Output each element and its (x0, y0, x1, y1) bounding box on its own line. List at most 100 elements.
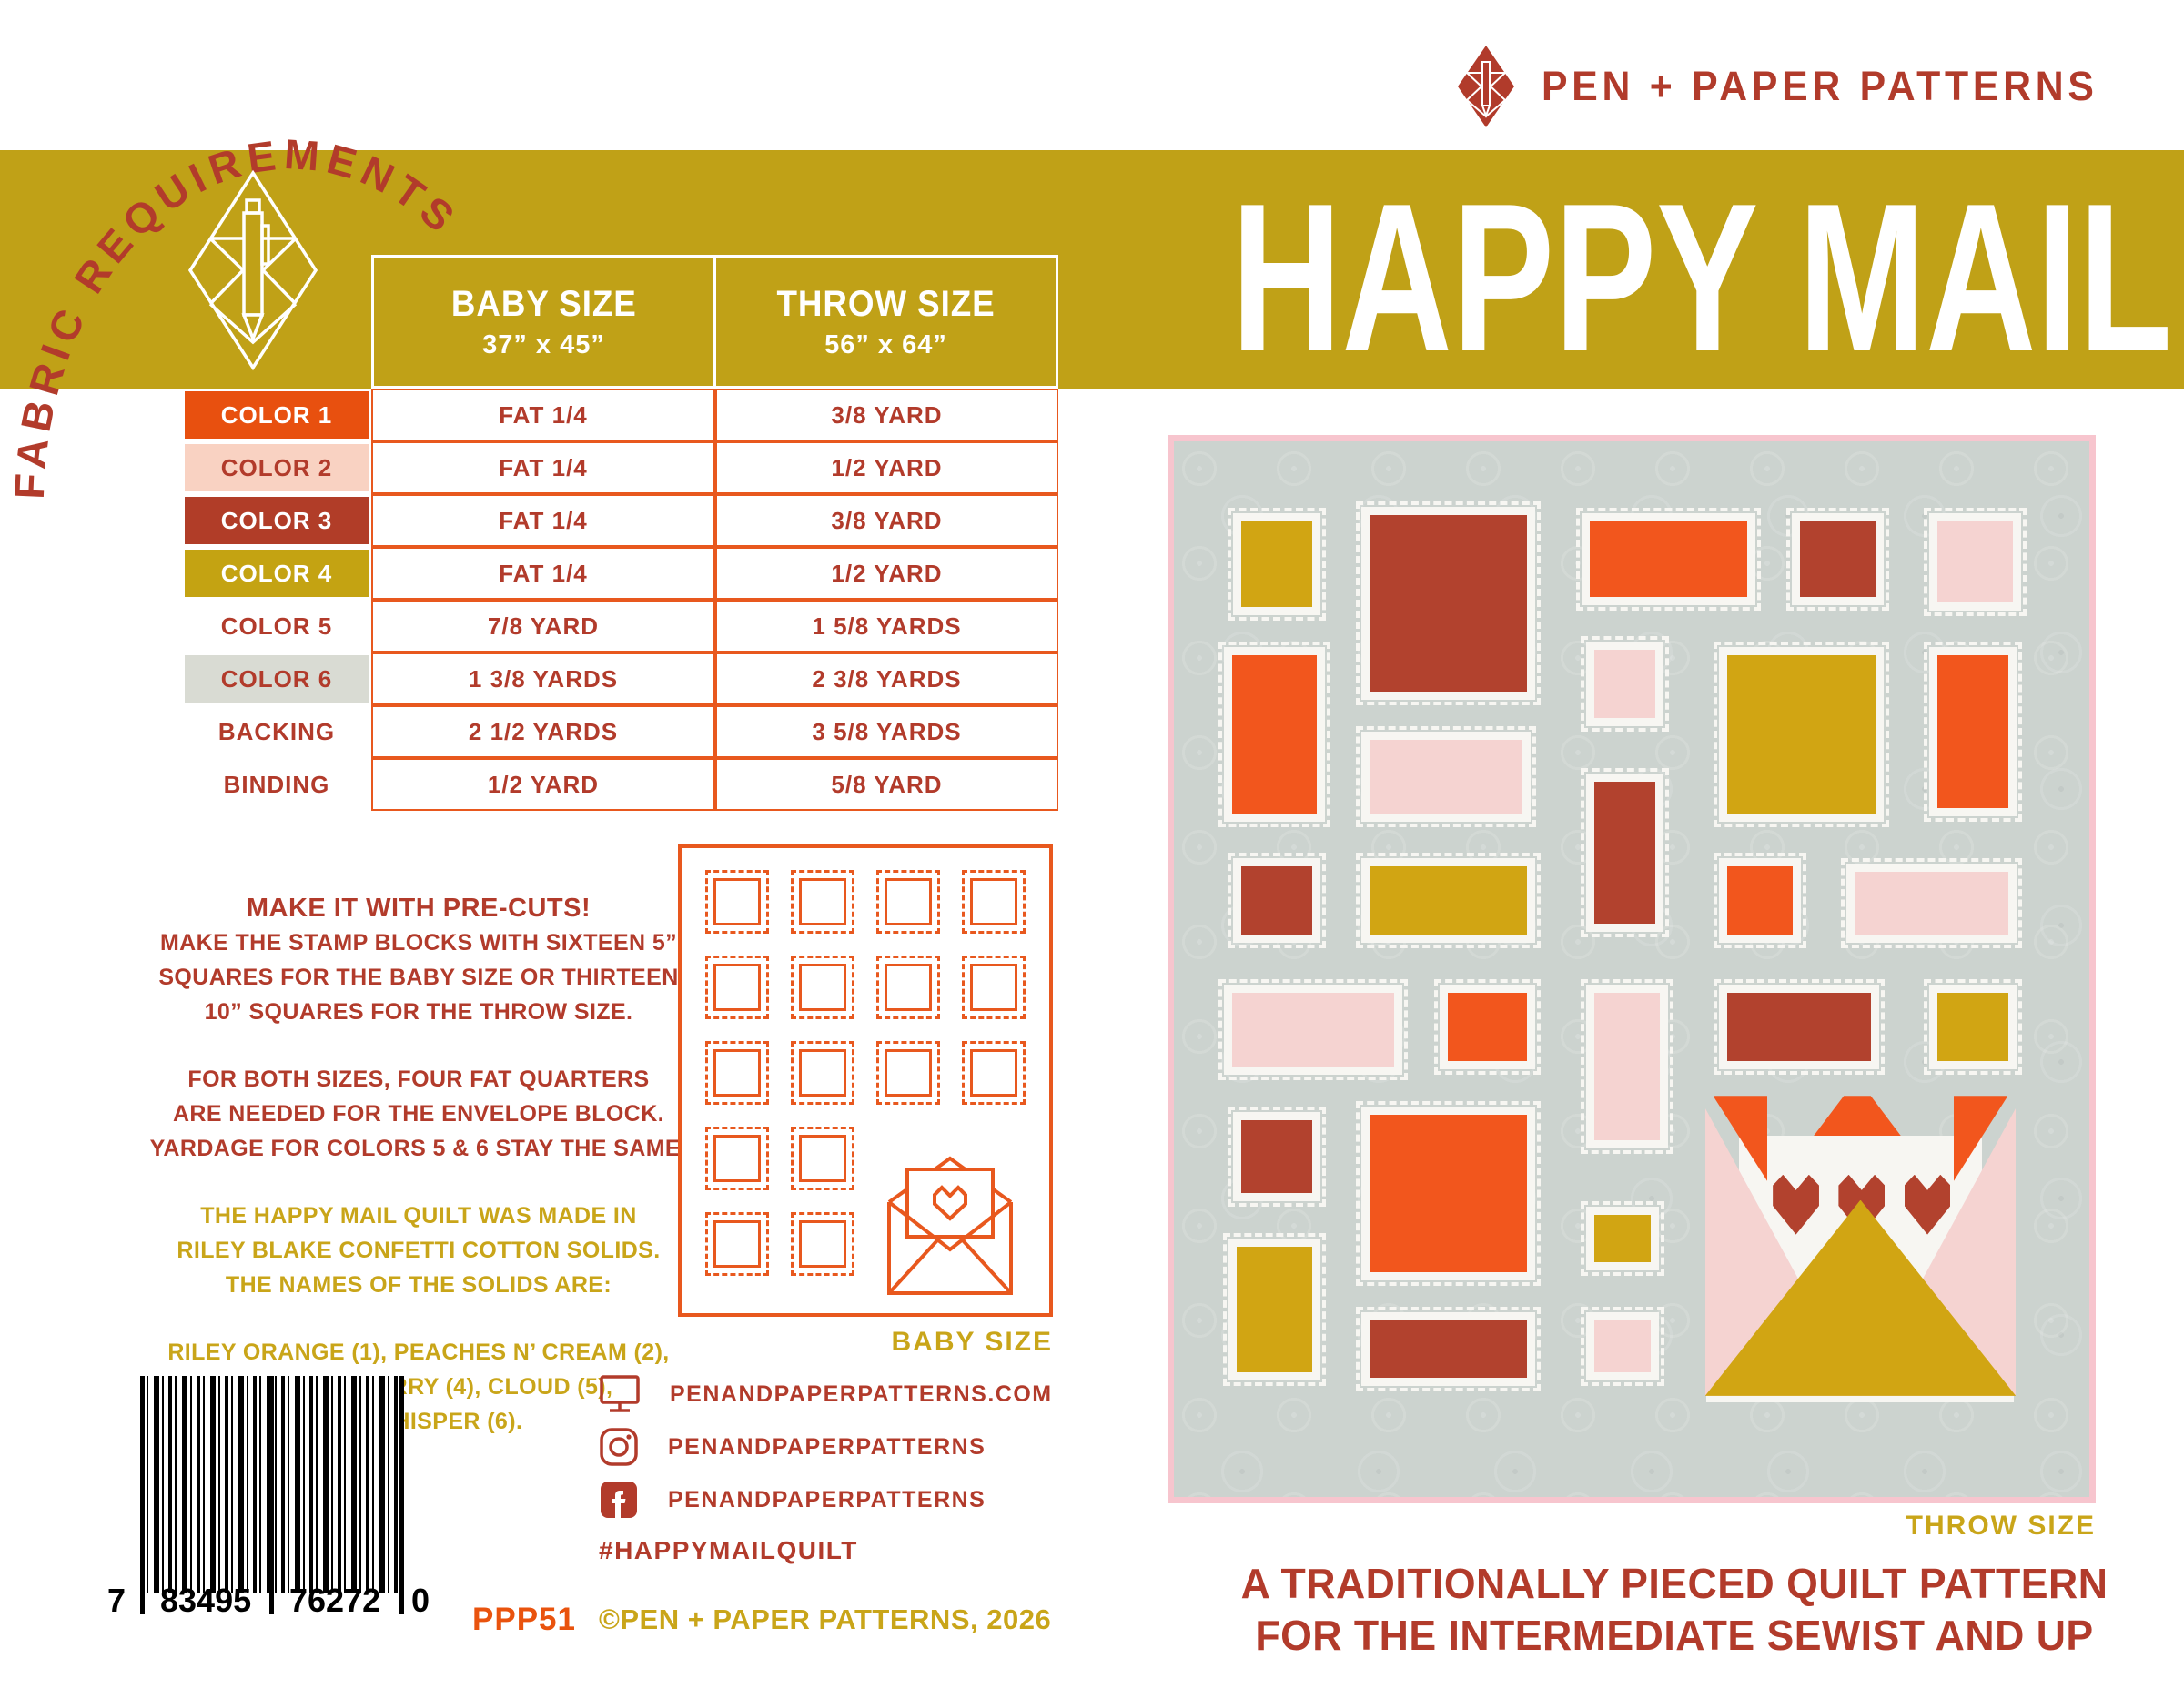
quilt-stamp-fill (1241, 521, 1312, 608)
quilt-stamp-curry (1223, 1232, 1326, 1386)
quilt-stamp-adobe (1356, 501, 1542, 706)
cell-baby-row7: 2 1/2 YARDS (371, 705, 715, 758)
quilt-stamp-adobe (1786, 507, 1889, 611)
quilt-photo (1168, 435, 2096, 1503)
stamp-block-icon (791, 1127, 854, 1190)
barcode: 7 83495 76272 0 (107, 1376, 430, 1642)
stamp-block-icon (791, 870, 854, 934)
cell-throw-row5: 1 5/8 YARDS (715, 600, 1058, 652)
quilt-stamp-fill (1447, 993, 1528, 1062)
row-label-color-3: COLOR 3 (182, 494, 371, 547)
facebook-row: PENANDPAPERPATTERNS (599, 1478, 986, 1522)
row-label-color-1: COLOR 1 (182, 389, 371, 441)
quilt-stamp-fill (1370, 1320, 1528, 1379)
quilt-stamp-fill (1726, 993, 1871, 1062)
stamp-block-icon (705, 1127, 769, 1190)
envelope-pen-logo-icon (187, 169, 318, 371)
tagline: A TRADITIONALLY PIECED QUILT PATTERN FOR… (1240, 1560, 2108, 1659)
stamp-block-icon (962, 870, 1026, 934)
baby-size-label: BABY SIZE (450, 283, 637, 324)
quilt-stamp-riley_orange (1356, 1100, 1542, 1287)
heart-icon (1904, 1174, 1951, 1235)
cell-baby-row2: FAT 1/4 (371, 441, 715, 494)
stamp-block-icon (876, 1041, 940, 1105)
cell-baby-row5: 7/8 YARD (371, 600, 715, 652)
quilt-stamp-peaches_n_cream (1356, 726, 1537, 827)
quilt-stamp-adobe (1228, 853, 1326, 948)
hashtag: #HAPPYMAILQUILT (599, 1536, 858, 1564)
quilt-stamp-fill (1232, 655, 1317, 814)
quilt-stamp-fill (1593, 650, 1656, 719)
website-row: PENANDPAPERPATTERNS.COM (599, 1372, 1053, 1416)
stamp-block-icon (791, 1041, 854, 1105)
stamp-block-icon (791, 956, 854, 1019)
precuts-paragraph-1: MAKE THE STAMP BLOCKS WITH SIXTEEN 5” SQ… (158, 930, 679, 1025)
instagram-handle[interactable]: PENANDPAPERPATTERNS (668, 1433, 986, 1460)
pattern-title: HAPPY MAIL (1231, 160, 2172, 389)
quilt-stamp-fill (1370, 514, 1528, 693)
row-label-binding: BINDING (182, 758, 371, 811)
stamp-block-icon (876, 956, 940, 1019)
cell-baby-row3: FAT 1/4 (371, 494, 715, 547)
stamp-block-icon (705, 1212, 769, 1276)
quilt-stamp-fill (1936, 655, 2008, 808)
precuts-paragraph-2: FOR BOTH SIZES, FOUR FAT QUARTERS ARE NE… (149, 1067, 688, 1161)
facebook-icon (601, 1482, 637, 1518)
instagram-icon (600, 1428, 638, 1466)
stamp-block-icon (705, 956, 769, 1019)
cell-throw-row2: 1/2 YARD (715, 441, 1058, 494)
pattern-title-text: HAPPY MAIL (1231, 160, 2172, 389)
copyright: ©PEN + PAPER PATTERNS, 2026 (599, 1603, 1052, 1635)
cell-throw-row4: 1/2 YARD (715, 547, 1058, 600)
quilt-envelope-block (1700, 1096, 2020, 1402)
heart-icon (1773, 1174, 1819, 1235)
cell-throw-row7: 3 5/8 YARDS (715, 705, 1058, 758)
stamp-block-icon (705, 870, 769, 934)
row-label-color-6: COLOR 6 (182, 652, 371, 705)
row-label-color-2: COLOR 2 (182, 441, 371, 494)
barcode-digit-group2: 76272 (289, 1582, 381, 1619)
gold-band (0, 150, 2184, 389)
stamp-block-icon (705, 1041, 769, 1105)
quilt-stamp-fill (1241, 1119, 1312, 1194)
cell-throw-row3: 3/8 YARD (715, 494, 1058, 547)
brand-diamond-icon (1458, 46, 1514, 127)
quilt-stamp-fill (1232, 993, 1395, 1067)
facebook-handle[interactable]: PENANDPAPERPATTERNS (668, 1486, 986, 1512)
quilt-caption: THROW SIZE (1906, 1511, 2096, 1541)
quilt-stamp-fill (1855, 872, 2008, 935)
baby-quilt-diagram (678, 844, 1053, 1317)
barcode-notch (149, 1596, 265, 1642)
throw-size-label: THROW SIZE (776, 283, 996, 324)
envelope-diagram-icon (887, 1156, 1013, 1295)
quilt-stamp-curry (1923, 979, 2022, 1075)
website-icon (600, 1375, 640, 1412)
baby-size-header: BABY SIZE 37” x 45” (371, 255, 716, 389)
quilt-stamp-peaches_n_cream (1580, 636, 1669, 732)
fabric-table-header: BABY SIZE 37” x 45” THROW SIZE 56” x 64” (371, 255, 1058, 389)
cell-baby-row4: FAT 1/4 (371, 547, 715, 600)
quilt-stamp-adobe (1713, 979, 1885, 1075)
quilt-stamp-fill (1593, 782, 1656, 925)
cell-baby-row6: 1 3/8 YARDS (371, 652, 715, 705)
quilt-stamp-adobe (1356, 1306, 1542, 1392)
quilt-stamp-peaches_n_cream (1923, 507, 2027, 616)
quilt-stamp-peaches_n_cream (1218, 979, 1409, 1080)
stamp-block-icon (791, 1212, 854, 1276)
quilt-stamp-riley_orange (1713, 853, 1806, 948)
website-url[interactable]: PENANDPAPERPATTERNS.COM (670, 1380, 1053, 1407)
cell-throw-row6: 2 3/8 YARDS (715, 652, 1058, 705)
cell-baby-row1: FAT 1/4 (371, 389, 715, 441)
quilt-stamp-peaches_n_cream (1580, 1306, 1665, 1387)
baby-size-dimensions: 37” x 45” (482, 329, 605, 359)
quilt-stamp-fill (1370, 1114, 1528, 1273)
quilt-stamp-fill (1589, 521, 1747, 597)
cell-baby-row8: 1/2 YARD (371, 758, 715, 811)
pattern-sku: PPP51 (472, 1602, 576, 1637)
instagram-row: PENANDPAPERPATTERNS (599, 1425, 986, 1469)
throw-size-dimensions: 56” x 64” (824, 329, 947, 359)
row-label-color-5: COLOR 5 (182, 600, 371, 652)
quilt-stamp-fill (1726, 866, 1794, 935)
quilt-stamp-fill (1237, 1246, 1312, 1373)
quilt-stamp-fill (1370, 866, 1528, 935)
